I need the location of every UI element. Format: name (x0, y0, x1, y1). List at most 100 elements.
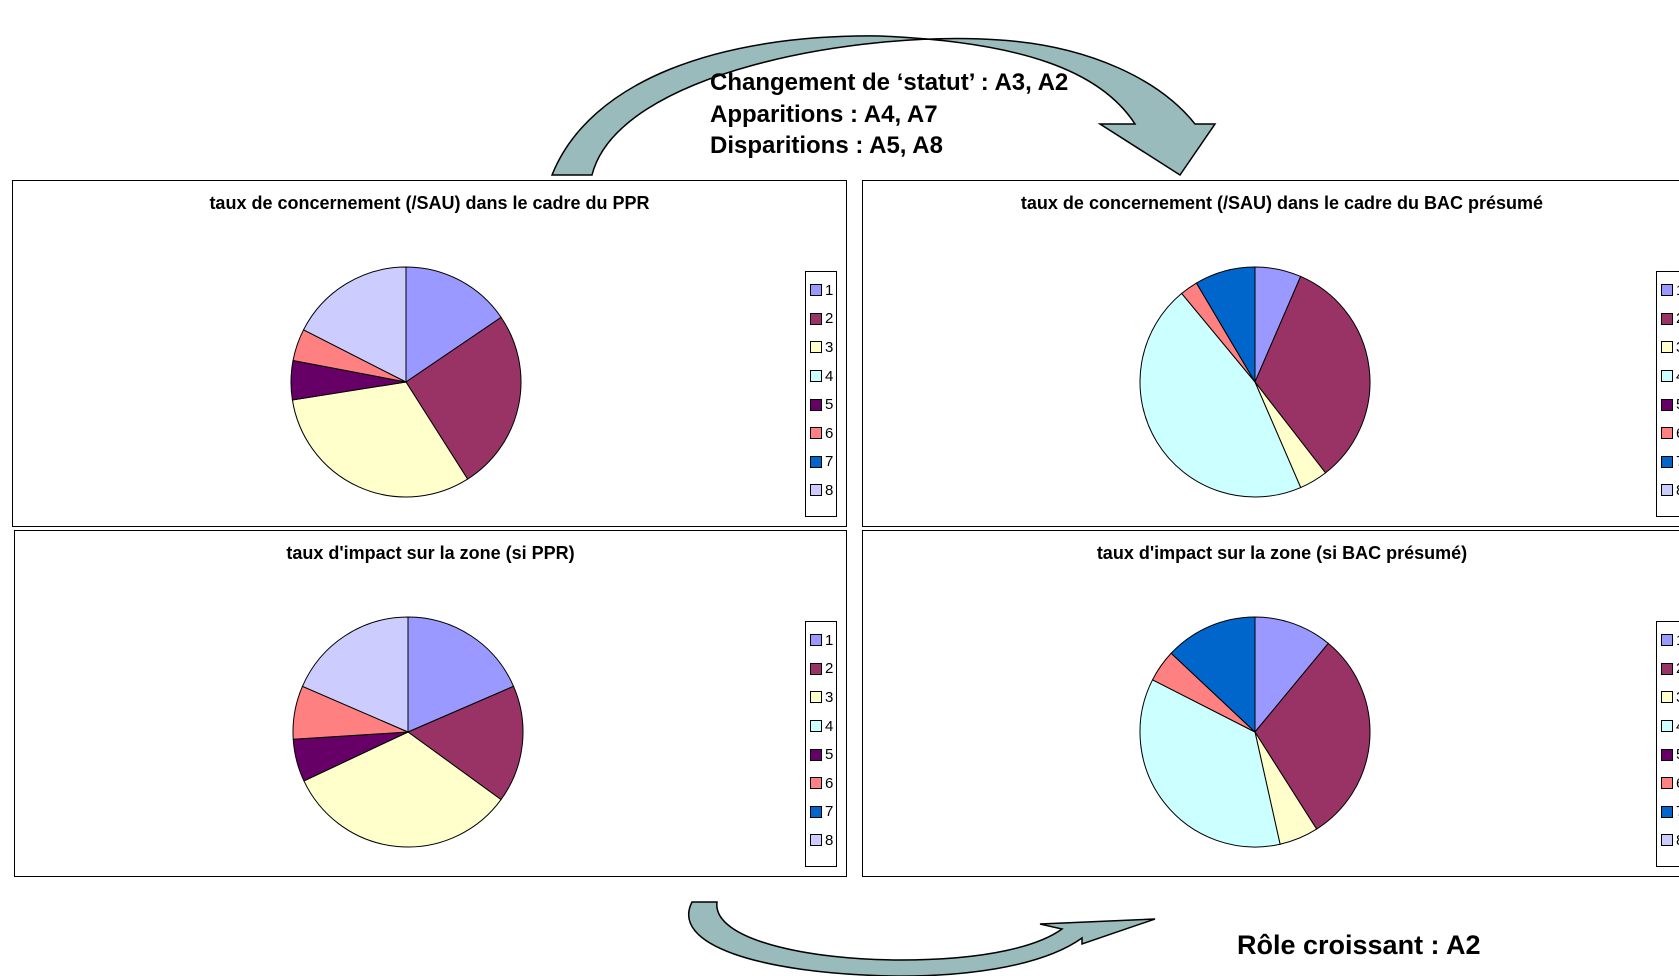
legend-swatch (1661, 370, 1673, 383)
pie-slice-1 (407, 616, 515, 733)
legend-item: 2 (1657, 655, 1679, 684)
pie-slice-1 (405, 266, 502, 383)
legend-item: 6 (1657, 419, 1679, 448)
legend-label: 8 (1676, 832, 1679, 849)
legend-label: 4 (825, 367, 834, 385)
legend-label: 5 (1676, 746, 1679, 763)
legend-swatch (1661, 834, 1673, 847)
legend-item: 5 (1657, 390, 1679, 419)
pie-slice-1 (1254, 616, 1330, 734)
legend-swatch (1661, 720, 1673, 733)
legend-swatch (1661, 484, 1673, 497)
legend-swatch (1661, 312, 1673, 325)
legend-item: 3 (806, 683, 836, 712)
legend-swatch (810, 284, 822, 297)
legend-item: 6 (806, 419, 836, 448)
legend-swatch (1661, 691, 1673, 704)
pie-slice-4 (1139, 679, 1281, 848)
legend-swatch (810, 370, 822, 383)
legend-swatch (810, 662, 822, 675)
pie-slice-3 (303, 731, 502, 848)
legend-label: 8 (825, 831, 834, 849)
chart-title: taux de concernement (/SAU) dans le cadr… (209, 193, 650, 213)
legend-item: 1 (806, 276, 836, 305)
legend-item: 2 (806, 305, 836, 334)
legend-swatch (810, 427, 822, 440)
legend-swatch (810, 312, 822, 325)
legend-label: 6 (825, 424, 834, 442)
legend-swatch (1661, 427, 1673, 440)
legend-swatch (810, 484, 822, 497)
status-change-note: Changement de ‘statut’ : A3, A2 (710, 69, 1069, 96)
legend-swatch (1661, 748, 1673, 761)
legend-label: 2 (1676, 310, 1679, 327)
bottom-curved-arrow (688, 901, 1156, 976)
legend-label: 7 (825, 453, 834, 471)
chart-panel-impact-ppr: taux d'impact sur la zone (si PPR) 1 2 3 4 5… (14, 530, 847, 877)
pie-slice-2 (406, 685, 524, 801)
legend-swatch (1661, 284, 1673, 297)
legend-item: 3 (1657, 333, 1679, 362)
legend-item: 7 (1657, 448, 1679, 477)
legend-label: 5 (1676, 396, 1679, 413)
legend-label: 3 (1676, 339, 1679, 356)
increasing-role-note: Rôle croissant : A2 (1237, 930, 1481, 960)
legend-swatch (810, 805, 822, 818)
legend-swatch (810, 691, 822, 704)
legend-swatch (810, 341, 822, 354)
legend-swatch (1661, 341, 1673, 354)
legend-item: 4 (1657, 362, 1679, 391)
pie-slice-2 (405, 316, 522, 480)
legend-label: 6 (825, 774, 834, 792)
legend-swatch (810, 720, 822, 733)
legend-item: 8 (806, 476, 836, 505)
chart-panel-impact-bac: taux d'impact sur la zone (si BAC présum… (862, 530, 1679, 877)
legend-label: 4 (1676, 718, 1679, 735)
chart-panel-concernement-ppr: taux de concernement (/SAU) dans le cadr… (12, 180, 847, 527)
legend-swatch (1661, 777, 1673, 790)
appearances-note: Apparitions : A4, A7 (710, 101, 938, 128)
legend-label: 3 (825, 338, 834, 356)
legend-swatch (1661, 805, 1673, 818)
legend-item: 6 (1657, 769, 1679, 798)
legend-item: 5 (806, 740, 836, 769)
chart-title: taux d'impact sur la zone (si BAC présum… (1096, 543, 1468, 563)
legend-item: 1 (806, 626, 836, 655)
legend-item: 4 (1657, 712, 1679, 741)
legend-item: 8 (1657, 476, 1679, 505)
legend-item: 4 (806, 712, 836, 741)
legend-label: 2 (825, 660, 834, 678)
pie-chart-impact-ppr (292, 616, 524, 848)
top-curved-arrow (550, 35, 1217, 177)
legend-label: 5 (825, 396, 834, 414)
legend-label: 8 (825, 481, 834, 499)
legend-label: 2 (825, 310, 834, 328)
legend-label: 2 (1676, 660, 1679, 677)
pie-slice-2 (1254, 642, 1371, 830)
legend-item: 2 (806, 655, 836, 684)
pie-slice-3 (291, 381, 469, 498)
legend-item: 8 (1657, 826, 1679, 855)
legend-label: 6 (1676, 425, 1679, 442)
legend-item: 7 (806, 798, 836, 827)
legend-swatch (810, 748, 822, 761)
legend-label: 7 (825, 803, 834, 821)
legend-label: 1 (1676, 632, 1679, 649)
legend-swatch (1661, 634, 1673, 647)
legend-label: 6 (1676, 775, 1679, 792)
chart-title: taux de concernement (/SAU) dans le cadr… (1020, 193, 1544, 213)
pie-slice-7 (1170, 616, 1256, 734)
legend-item: 5 (1657, 740, 1679, 769)
chart-legend: 1 2 3 4 5 6 7 8 (1656, 621, 1679, 867)
pie-chart-concernement-ppr (290, 266, 522, 498)
legend-label: 8 (1676, 482, 1679, 499)
chart-title: taux d'impact sur la zone (si PPR) (286, 543, 575, 563)
legend-label: 1 (825, 631, 834, 649)
legend-label: 7 (1676, 453, 1679, 470)
legend-swatch (1661, 662, 1673, 675)
disappearances-note: Disparitions : A5, A8 (710, 132, 943, 159)
legend-swatch (810, 834, 822, 847)
legend-label: 4 (825, 717, 834, 735)
chart-legend: 1 2 3 4 5 6 7 8 (805, 621, 837, 867)
